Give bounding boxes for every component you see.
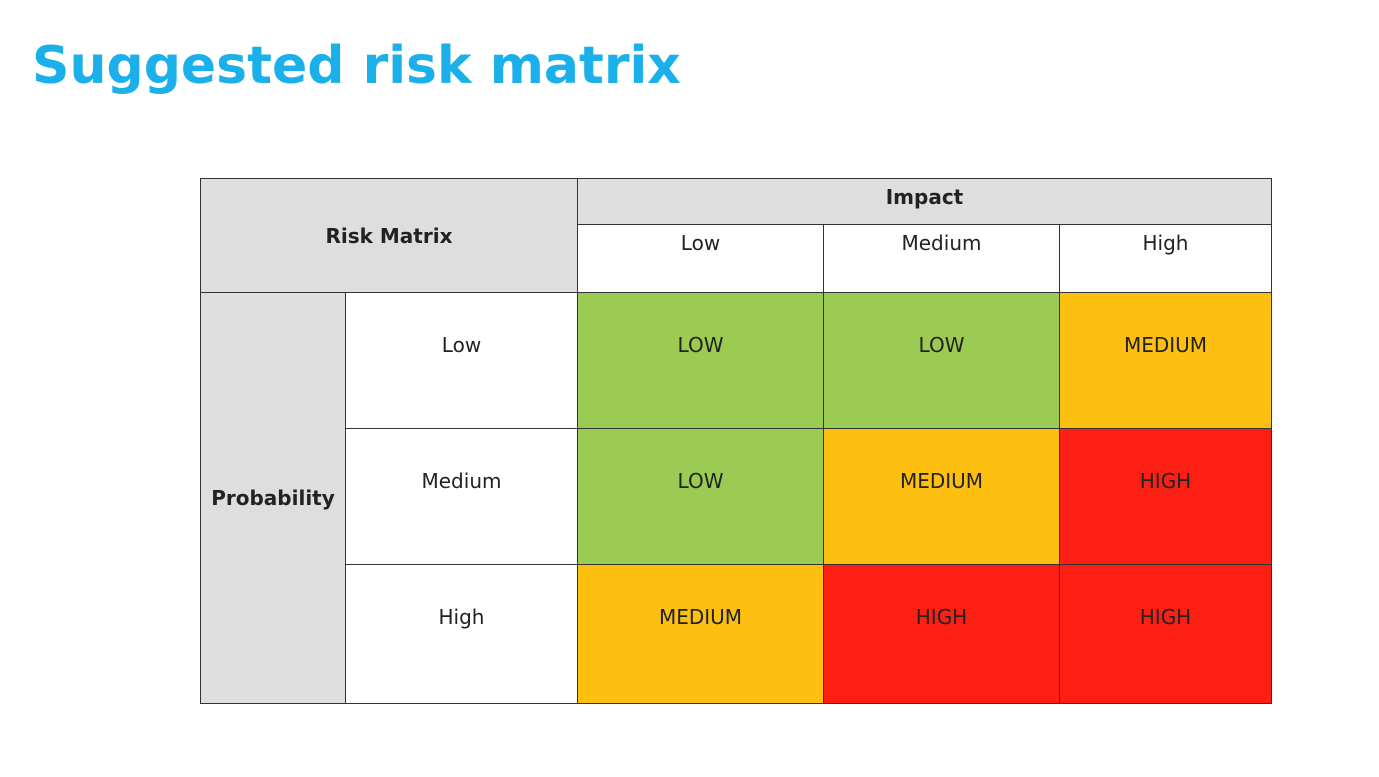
impact-level-medium: Medium	[823, 224, 1060, 293]
risk-cell-low: LOW	[577, 428, 824, 565]
risk-cell-high: HIGH	[1059, 564, 1272, 704]
risk-matrix-corner-label: Risk Matrix	[200, 178, 578, 293]
impact-level-high: High	[1059, 224, 1272, 293]
probability-header: Probability	[200, 292, 346, 704]
impact-level-low: Low	[577, 224, 824, 293]
impact-header: Impact	[577, 178, 1272, 225]
risk-cell-medium: MEDIUM	[1059, 292, 1272, 429]
risk-cell-high: HIGH	[1059, 428, 1272, 565]
probability-level-low: Low	[345, 292, 578, 429]
slide-title: Suggested risk matrix	[32, 36, 681, 96]
probability-level-high: High	[345, 564, 578, 704]
risk-cell-low: LOW	[577, 292, 824, 429]
probability-level-medium: Medium	[345, 428, 578, 565]
risk-cell-medium: MEDIUM	[577, 564, 824, 704]
risk-cell-high: HIGH	[823, 564, 1060, 704]
risk-cell-medium: MEDIUM	[823, 428, 1060, 565]
risk-cell-low: LOW	[823, 292, 1060, 429]
